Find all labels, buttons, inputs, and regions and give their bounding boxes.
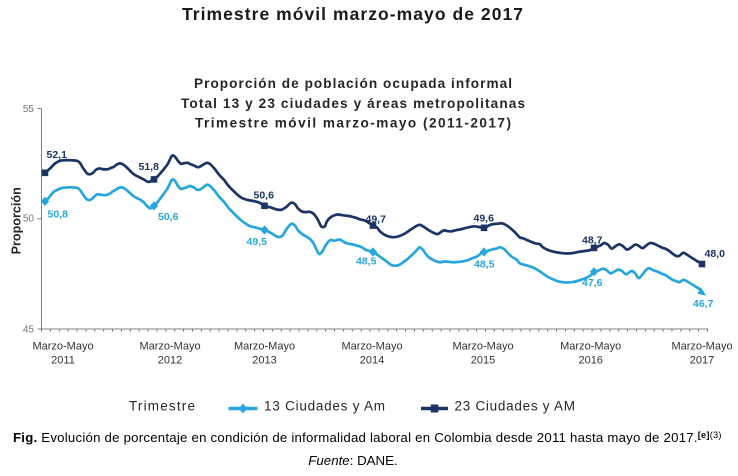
svg-text:48,0: 48,0 [705,248,726,260]
svg-text:Total 13 y 23 ciudades y áreas: Total 13 y 23 ciudades y áreas metropoli… [181,96,525,111]
svg-text:Marzo-Mayo: Marzo-Mayo [671,341,732,353]
svg-text:Trimestre: Trimestre [129,399,195,414]
svg-text:Marzo-Mayo: Marzo-Mayo [32,341,93,353]
svg-text:2011: 2011 [51,355,75,367]
svg-text:23 Ciudades y AM: 23 Ciudades y AM [455,399,576,414]
svg-text:2012: 2012 [158,355,182,367]
svg-text:2016: 2016 [578,355,602,367]
svg-text:Proporción de población ocupad: Proporción de población ocupada informal [194,76,512,91]
svg-text:47,6: 47,6 [582,277,603,289]
svg-text:50,8: 50,8 [48,209,69,221]
svg-text:Proporción: Proporción [10,187,24,254]
svg-text:Trimestre móvil marzo-mayo (20: Trimestre móvil marzo-mayo (2011-2017) [195,116,511,131]
svg-text:49,6: 49,6 [474,213,495,225]
svg-text:50,6: 50,6 [158,211,179,223]
svg-text:Marzo-Mayo: Marzo-Mayo [234,341,295,353]
svg-text:52,1: 52,1 [47,149,68,161]
svg-text:50: 50 [23,214,35,225]
svg-text:45: 45 [23,325,35,336]
svg-text:48,5: 48,5 [356,255,377,267]
svg-text:51,8: 51,8 [139,161,160,173]
svg-text:Fig. Evolución de porcentaje e: Fig. Evolución de porcentaje en condició… [13,430,722,445]
svg-text:49,7: 49,7 [366,214,387,226]
svg-text:55: 55 [23,104,35,115]
svg-text:2014: 2014 [360,355,384,367]
svg-text:Marzo-Mayo: Marzo-Mayo [560,341,621,353]
svg-text:13 Ciudades y Am: 13 Ciudades y Am [264,399,385,414]
svg-text:Trimestre móvil marzo-mayo de: Trimestre móvil marzo-mayo de 2017 [182,4,523,24]
svg-text:Marzo-Mayo: Marzo-Mayo [452,341,513,353]
svg-text:2015: 2015 [471,355,495,367]
svg-text:49,5: 49,5 [247,236,268,248]
svg-text:50,6: 50,6 [254,190,275,202]
svg-text:2013: 2013 [252,355,276,367]
svg-text:48,5: 48,5 [474,259,495,271]
svg-text:46,7: 46,7 [693,298,714,310]
svg-text:Marzo-Mayo: Marzo-Mayo [341,341,402,353]
svg-text:Fuente: DANE.: Fuente: DANE. [308,453,397,468]
svg-text:48,7: 48,7 [582,234,603,246]
svg-text:Marzo-Mayo: Marzo-Mayo [139,341,200,353]
svg-text:2017: 2017 [690,355,714,367]
